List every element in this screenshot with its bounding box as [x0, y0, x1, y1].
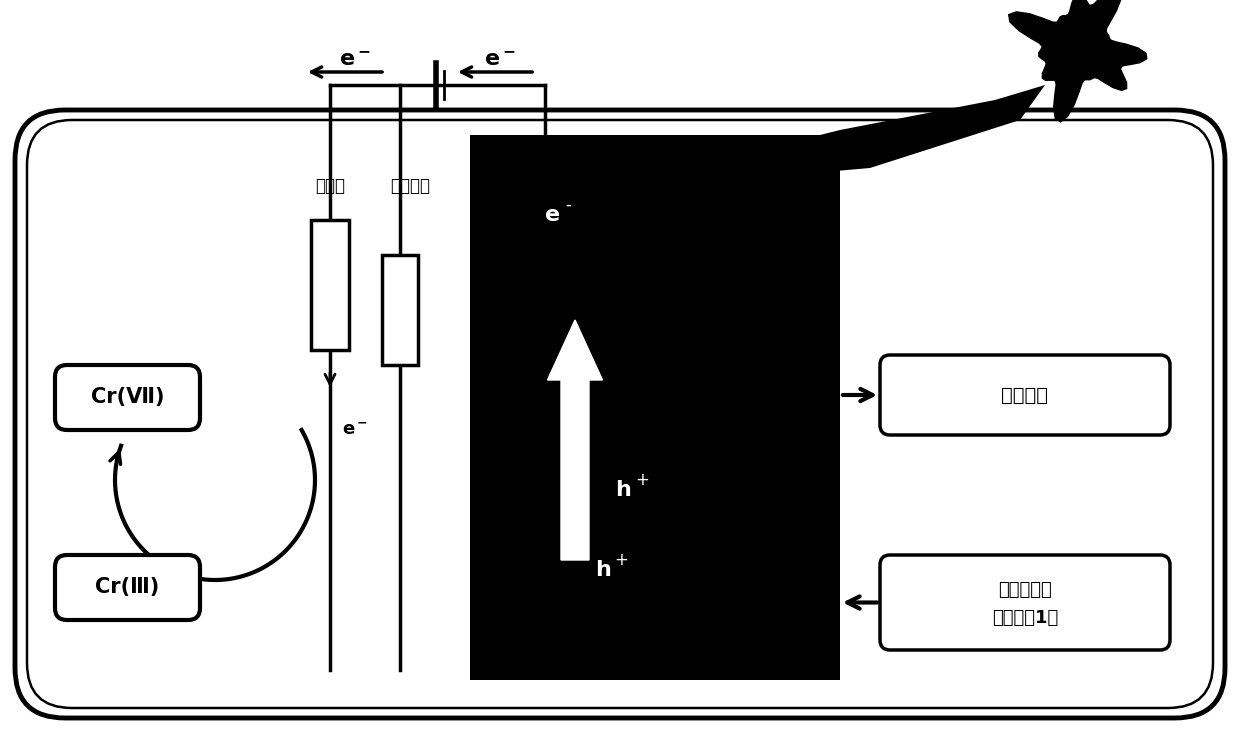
Text: +: +: [635, 471, 649, 489]
Text: $\mathbf{e^-}$: $\mathbf{e^-}$: [342, 421, 368, 439]
Text: h: h: [595, 560, 611, 580]
FancyBboxPatch shape: [27, 120, 1213, 708]
FancyArrow shape: [548, 320, 603, 560]
Text: -: -: [565, 196, 570, 214]
Text: +: +: [614, 551, 627, 569]
Text: Cr(Ⅲ): Cr(Ⅲ): [95, 577, 160, 597]
FancyBboxPatch shape: [880, 555, 1171, 650]
Polygon shape: [1008, 0, 1147, 122]
Bar: [311, 220, 348, 350]
Text: 降解产物: 降解产物: [1002, 386, 1049, 404]
Bar: [470, 135, 839, 680]
Text: 有机污染物: 有机污染物: [998, 582, 1052, 600]
Text: Cr(Ⅶ): Cr(Ⅶ): [91, 388, 164, 407]
Text: 参比电极: 参比电极: [391, 177, 430, 195]
Text: （酸性红1）: （酸性红1）: [992, 609, 1058, 628]
Text: e: e: [544, 205, 560, 225]
Text: $\mathbf{e^-}$: $\mathbf{e^-}$: [340, 50, 371, 70]
FancyBboxPatch shape: [15, 110, 1225, 718]
Text: h: h: [615, 480, 631, 500]
Text: $\mathbf{e^-}$: $\mathbf{e^-}$: [484, 50, 516, 70]
FancyBboxPatch shape: [880, 355, 1171, 435]
Bar: [382, 255, 418, 365]
FancyBboxPatch shape: [55, 555, 200, 620]
Text: 铂电极: 铂电极: [315, 177, 345, 195]
Polygon shape: [760, 85, 1045, 175]
FancyBboxPatch shape: [55, 365, 200, 430]
